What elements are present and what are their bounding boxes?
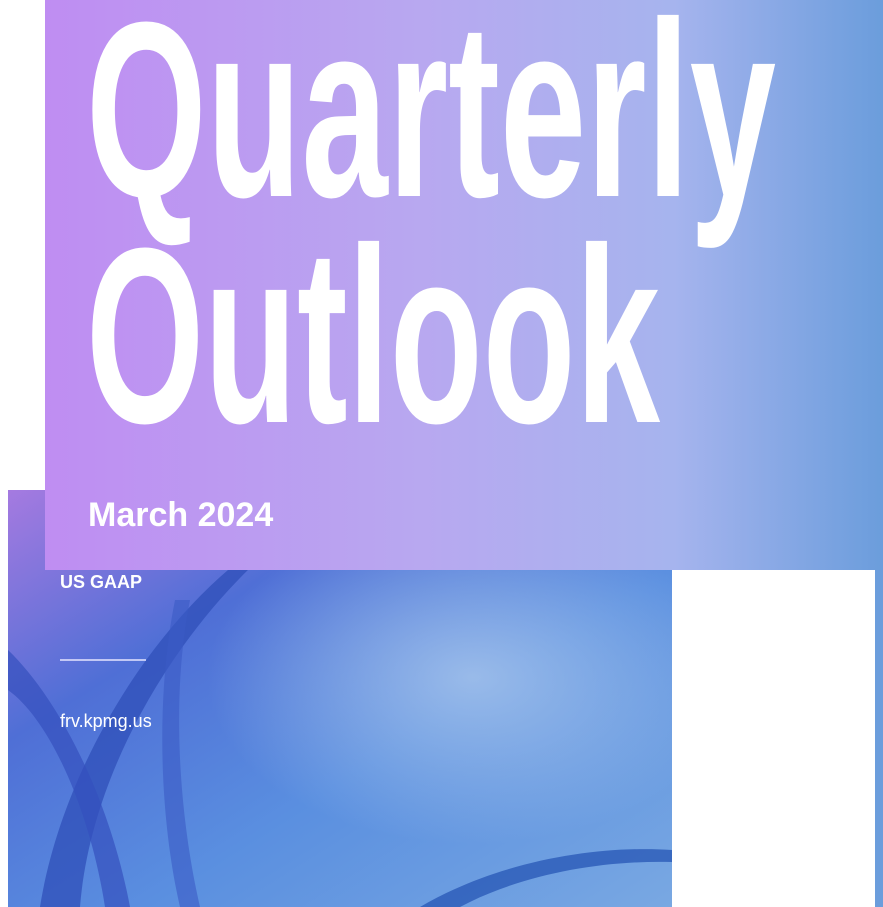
website: frv.kpmg.us xyxy=(60,711,152,731)
date: March 2024 xyxy=(88,496,273,534)
section-label: US GAAP xyxy=(60,572,142,592)
cover: Quarterly Outlook March 2024 US GAAP frv… xyxy=(0,0,883,907)
title-panel: Quarterly Outlook March 2024 xyxy=(45,0,883,570)
title-line-2: Outlook xyxy=(86,196,661,475)
page: Quarterly Outlook March 2024 US GAAP frv… xyxy=(0,0,883,907)
